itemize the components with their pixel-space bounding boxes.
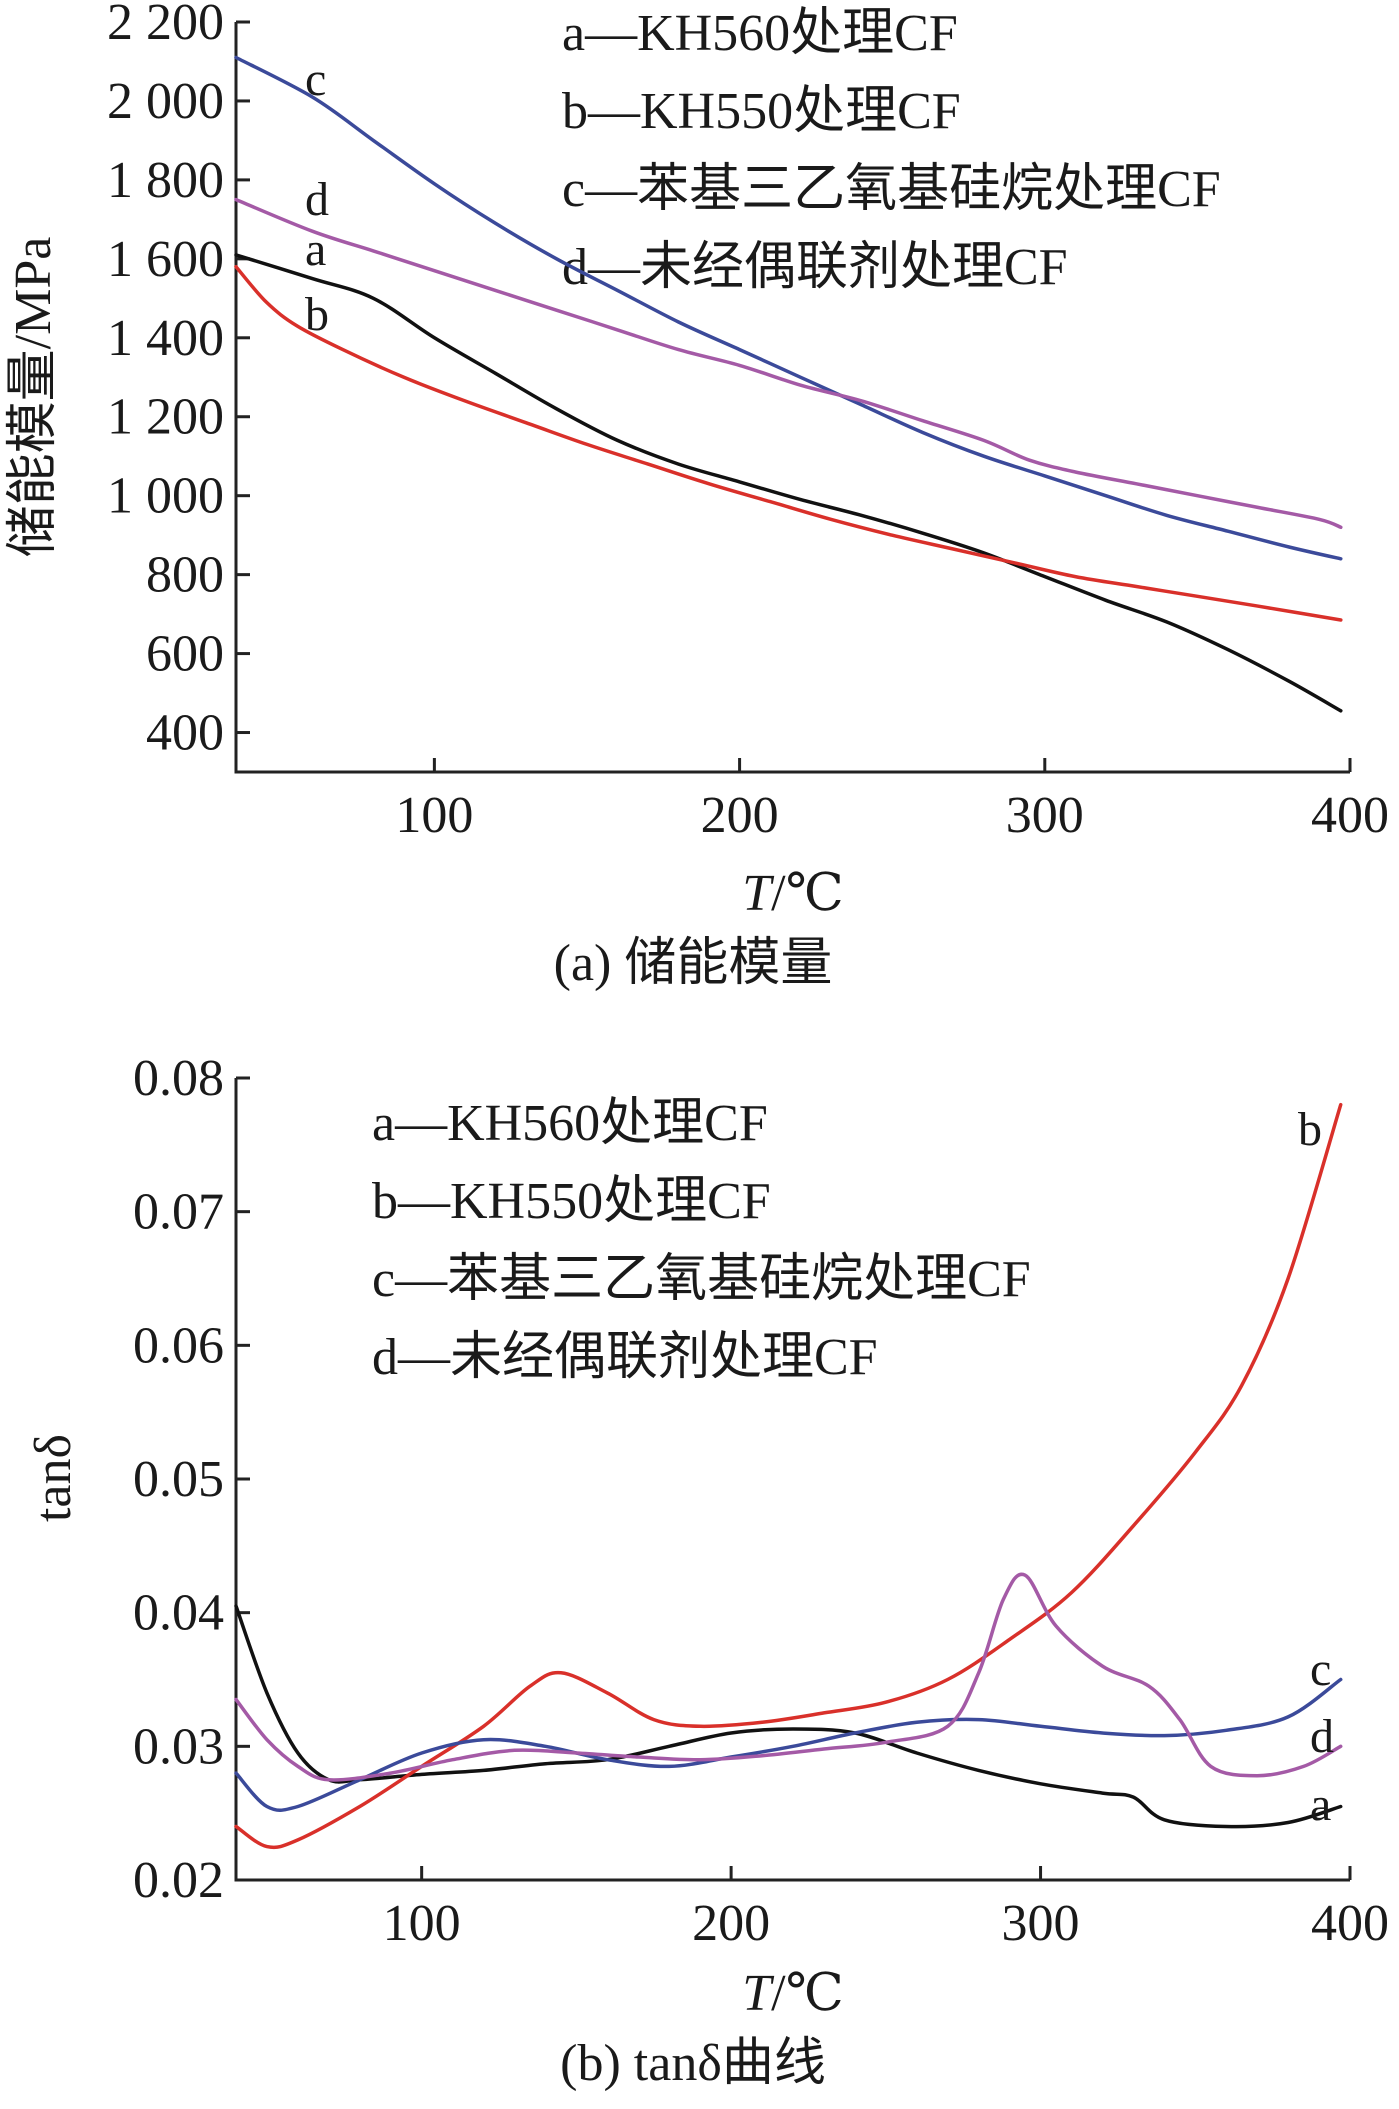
legend-entry: d—未经偶联剂处理CF xyxy=(562,239,1068,296)
y-tick-label: 0.08 xyxy=(133,1050,224,1107)
legend-entry: d—未经偶联剂处理CF xyxy=(372,1329,878,1386)
series-line-a xyxy=(234,253,1343,713)
y-tick-label: 0.03 xyxy=(133,1718,224,1775)
series-line-b xyxy=(234,1102,1343,1850)
y-tick-label: 1 400 xyxy=(107,310,224,367)
curve-label-c: c xyxy=(1310,1643,1331,1696)
series-line-c xyxy=(234,1677,1343,1812)
x-tick-label: 200 xyxy=(692,1895,770,1952)
curve-label-d: d xyxy=(305,173,329,226)
y-tick-label: 0.05 xyxy=(133,1451,224,1508)
legend-entry: c—苯基三乙氧基硅烷处理CF xyxy=(562,161,1221,218)
series-line-d xyxy=(234,197,1343,530)
series-line-a xyxy=(234,1604,1343,1829)
y-tick-label: 600 xyxy=(146,626,224,683)
y-tick-label: 0.02 xyxy=(133,1852,224,1909)
curve-label-a: a xyxy=(1310,1778,1331,1831)
curve-label-d: d xyxy=(1310,1710,1334,1763)
curve-label-a: a xyxy=(305,223,326,276)
x-tick-label: 300 xyxy=(1002,1895,1080,1952)
x-tick-label: 200 xyxy=(701,787,779,844)
y-tick-label: 1 200 xyxy=(107,389,224,446)
y-tick-label: 1 800 xyxy=(107,152,224,209)
y-tick-label: 2 200 xyxy=(107,0,224,51)
x-tick-label: 100 xyxy=(395,787,473,844)
x-axis-label: T/℃ xyxy=(742,1965,844,2022)
y-tick-label: 1 000 xyxy=(107,468,224,525)
y-tick-label: 0.06 xyxy=(133,1317,224,1374)
x-tick-label: 400 xyxy=(1311,787,1389,844)
series-line-b xyxy=(234,264,1343,622)
axis-lines xyxy=(234,22,1350,774)
curve-label-b: b xyxy=(1298,1103,1322,1156)
storage-modulus-chart: 400 600 800 1 000 1 200 1 400 1 600 1 800 2 000 2… xyxy=(5,0,1389,992)
figure-caption: (b) tanδ曲线 xyxy=(560,2035,826,2092)
y-tick-label: 800 xyxy=(146,547,224,604)
series-line-c xyxy=(234,55,1343,561)
legend-entry: b—KH550处理CF xyxy=(562,83,961,140)
legend-entry: c—苯基三乙氧基硅烷处理CF xyxy=(372,1251,1031,1308)
tan-delta-chart: 0.02 0.03 0.04 0.05 0.06 0.07 0.08 100 200 300 400… xyxy=(25,1050,1389,2092)
curve-label-b: b xyxy=(305,288,329,341)
y-tick-label: 0.04 xyxy=(133,1585,224,1642)
x-axis-label: T/℃ xyxy=(742,865,844,922)
x-tick-label: 100 xyxy=(383,1895,461,1952)
legend-entry: a—KH560处理CF xyxy=(562,5,958,62)
y-tick-label: 2 000 xyxy=(107,73,224,130)
figure-caption: (a) 储能模量 xyxy=(554,935,833,992)
y-tick-label: 1 600 xyxy=(107,231,224,288)
y-tick-label: 0.07 xyxy=(133,1184,224,1241)
x-tick-label: 400 xyxy=(1311,1895,1389,1952)
legend-entry: a—KH560处理CF xyxy=(372,1095,768,1152)
legend-entry: b—KH550处理CF xyxy=(372,1173,771,1230)
series-line-d xyxy=(234,1572,1343,1782)
curve-label-c: c xyxy=(305,53,326,106)
y-axis-label: 储能模量/MPa xyxy=(5,237,62,558)
y-axis-label: tanδ xyxy=(25,1434,82,1522)
x-tick-label: 300 xyxy=(1006,787,1084,844)
y-tick-label: 400 xyxy=(146,705,224,762)
